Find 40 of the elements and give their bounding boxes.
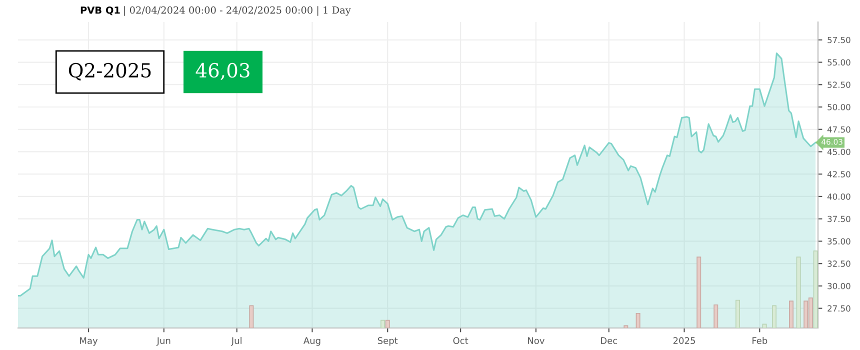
y-tick-label: 30.00 bbox=[828, 282, 850, 290]
annotation: 46,03 bbox=[196, 62, 250, 80]
bar bbox=[813, 250, 818, 328]
bar bbox=[385, 320, 390, 328]
y-tick-label: 37.50 bbox=[828, 216, 850, 222]
bar bbox=[636, 312, 640, 328]
x-tick-label: May bbox=[80, 337, 98, 346]
chart-subtitle: | 02/04/2024 00:00 - 24/02/2025 00:00 | 1 Day bbox=[124, 6, 351, 16]
y-tick-label: 35.00 bbox=[828, 238, 850, 244]
bar bbox=[736, 300, 740, 328]
y-tick-label: 40.00 bbox=[827, 193, 850, 200]
x-tick-label: Feb bbox=[752, 337, 768, 344]
bar bbox=[762, 324, 767, 328]
bar bbox=[789, 300, 794, 328]
y-tick-label: 45.00 bbox=[827, 148, 850, 156]
x-tick-label: Oct bbox=[453, 337, 468, 344]
x-tick-label: Aug bbox=[303, 337, 320, 346]
bar bbox=[772, 305, 776, 328]
chart-title: PVB Q1 bbox=[80, 6, 120, 16]
bar bbox=[796, 256, 801, 328]
x-tick-label: Jul bbox=[230, 337, 242, 346]
x-tick-label: 2025 bbox=[673, 337, 695, 344]
x-tick-label: Sept bbox=[378, 337, 398, 346]
y-tick-label: 47.50 bbox=[827, 126, 850, 133]
x-tick-label: Jun bbox=[156, 337, 170, 346]
bar bbox=[249, 305, 254, 328]
y-tick-label: 57.50 bbox=[828, 36, 850, 44]
y-tick-label: 42.50 bbox=[827, 171, 850, 178]
y-tick-label: 52.50 bbox=[828, 82, 850, 88]
y-tick-label: 32.50 bbox=[828, 260, 850, 267]
x-tick-label: Dec bbox=[601, 337, 618, 344]
bar bbox=[696, 256, 702, 328]
y-tick-label: 50.00 bbox=[828, 104, 850, 110]
y-tick-label: 27.50 bbox=[828, 305, 850, 312]
bar bbox=[624, 325, 628, 328]
bar bbox=[714, 304, 718, 328]
y-tick-label: 55.00 bbox=[828, 59, 850, 66]
x-tick-label: Nov bbox=[528, 337, 544, 344]
bar bbox=[380, 320, 385, 328]
annotation: Q2-2025 bbox=[68, 62, 151, 80]
